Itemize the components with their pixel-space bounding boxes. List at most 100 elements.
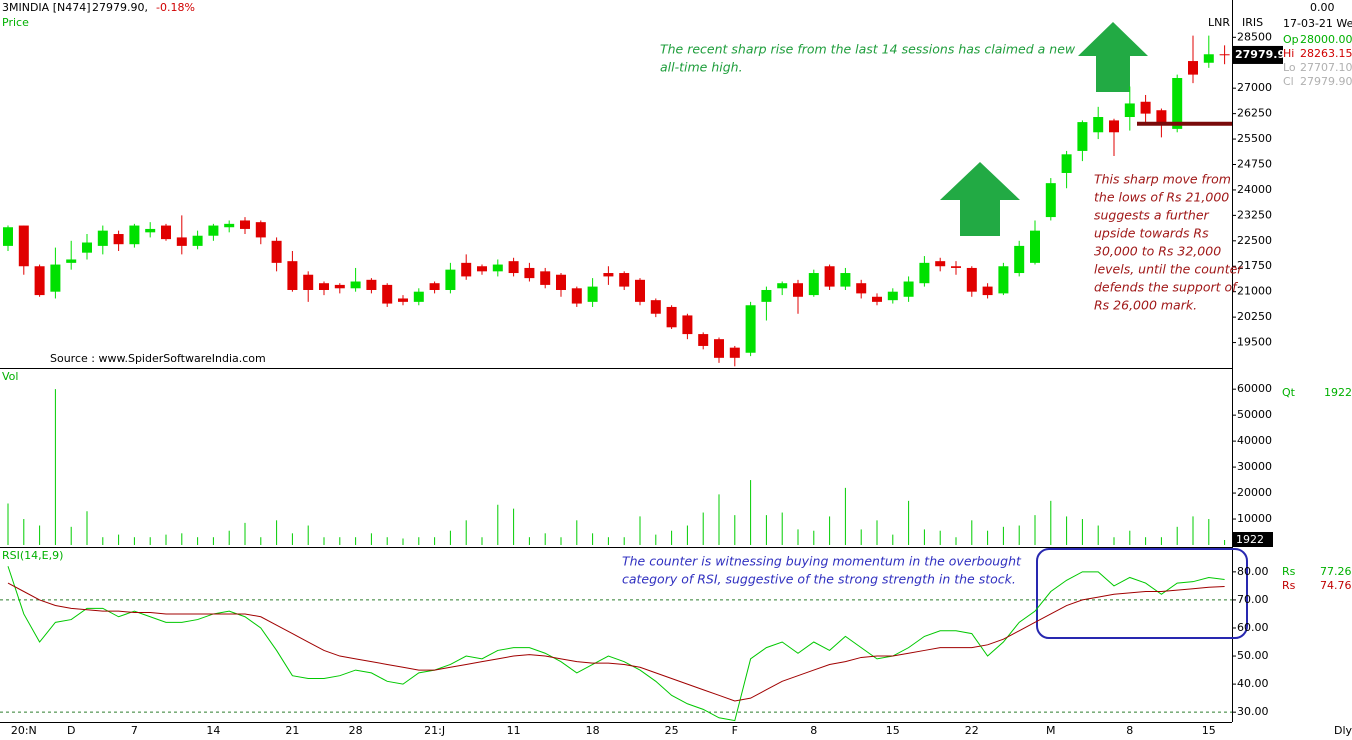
candle-body (540, 271, 551, 285)
candle-body (1172, 78, 1183, 129)
candle-body (682, 315, 693, 335)
y-tick-label: 22500 (1237, 234, 1272, 247)
candle-body (192, 235, 203, 246)
y-tick-label: 24000 (1237, 183, 1272, 196)
y-tick-label: 19500 (1237, 336, 1272, 349)
candle-body (935, 261, 946, 267)
x-tick-label: 8 (1126, 724, 1133, 737)
candle-body (1219, 54, 1230, 56)
candle-body (208, 225, 219, 236)
y-tick-label: 60.00 (1237, 621, 1269, 634)
x-tick-label: 20:N (11, 724, 37, 737)
candle-body (556, 274, 566, 290)
y-tick-label: 30.00 (1237, 705, 1269, 718)
y-tick-label: 20250 (1237, 310, 1272, 323)
candle-body (255, 222, 266, 238)
annotation: defends the support of (1094, 280, 1238, 295)
candle-body (382, 284, 393, 304)
x-tick-label: 18 (586, 724, 600, 737)
candle-body (524, 267, 535, 279)
y-tick-label: 60000 (1237, 382, 1272, 395)
candle-body (224, 223, 235, 228)
y-tick-label: 70.00 (1237, 593, 1269, 606)
candle-body (666, 306, 677, 328)
candle-body (619, 273, 630, 287)
candle-body (398, 298, 408, 302)
annotation: the lows of Rs 21,000 (1094, 190, 1229, 205)
candle-body (650, 300, 661, 314)
candle-body (82, 242, 92, 253)
x-tick-label: 28 (349, 724, 363, 737)
candle-body (587, 286, 598, 302)
x-tick-label: 22 (965, 724, 979, 737)
candle-body (903, 281, 914, 297)
y-tick-label: 40000 (1237, 434, 1272, 447)
candle-body (161, 225, 171, 240)
date: 17-03-21 We (1283, 17, 1352, 30)
candle-body (66, 259, 77, 263)
candle-body (492, 264, 503, 272)
candle-body (1061, 154, 1072, 173)
candle-body (445, 269, 456, 290)
x-tick-label: 15 (1202, 724, 1216, 737)
last-price-label: 27979.9 (1235, 48, 1285, 61)
qt-label: Qt (1282, 386, 1296, 399)
ohlc-value: 28263.15 (1300, 47, 1352, 60)
ohlc-label: Op (1283, 33, 1299, 46)
last-price: 27979.90, (92, 1, 148, 14)
ticker: 3MINDIA [N474] (2, 1, 91, 14)
candle-body (951, 266, 961, 268)
annotation: Rs 26,000 mark. (1094, 298, 1197, 313)
candle-body (808, 273, 819, 296)
candle-body (1188, 61, 1198, 75)
candle-body (508, 261, 519, 274)
candle-body (413, 291, 424, 302)
corner-value: 0.00 (1310, 1, 1335, 14)
annotation: The recent sharp rise from the last 14 s… (660, 42, 1076, 57)
x-tick-label: 11 (507, 724, 521, 737)
y-tick-label: 30000 (1237, 460, 1272, 473)
candle-body (113, 234, 124, 245)
annotation: upside towards Rs (1094, 226, 1209, 241)
candle-body (3, 227, 13, 246)
legend-value: 77.26 (1320, 565, 1352, 578)
candle-body (571, 288, 582, 304)
panel-label: Vol (2, 370, 18, 383)
iris-label: IRIS (1242, 16, 1263, 29)
legend-entry: Rs (1282, 579, 1296, 592)
candle-body (635, 279, 645, 302)
x-tick-label: 15 (886, 724, 900, 737)
y-tick-label: 21000 (1237, 285, 1272, 298)
up-arrow (940, 162, 1020, 236)
candle-body (840, 273, 851, 287)
qt-value: 1922 (1324, 386, 1352, 399)
candle-body (1203, 54, 1214, 63)
candle-body (1109, 120, 1119, 133)
annotation: This sharp move from (1094, 172, 1231, 187)
candle-body (1045, 183, 1056, 218)
y-tick-label: 10000 (1237, 512, 1272, 525)
x-tick-label: M (1046, 724, 1056, 737)
ohlc-value: 27707.10 (1300, 61, 1352, 74)
x-tick-label: F (732, 724, 738, 737)
candle-body (714, 339, 724, 358)
y-tick-label: 26250 (1237, 107, 1272, 120)
candle-body (919, 262, 930, 284)
candle-body (1124, 103, 1135, 118)
candle-body (240, 220, 250, 229)
candle-body (303, 274, 314, 290)
candle-body (998, 266, 1009, 294)
annotation: The counter is witnessing buying momentu… (622, 554, 1022, 569)
y-tick-label: 28500 (1237, 30, 1272, 43)
candle-body (856, 283, 867, 294)
y-tick-label: 40.00 (1237, 677, 1269, 690)
annotation: 30,000 to Rs 32,000 (1094, 244, 1221, 259)
candle-body (1093, 117, 1104, 133)
ohlc-label: Lo (1283, 61, 1296, 74)
candle-body (287, 261, 298, 290)
candle-body (129, 225, 140, 245)
source: Source : www.SpiderSoftwareIndia.com (50, 352, 266, 365)
y-tick-label: 27000 (1237, 81, 1272, 94)
